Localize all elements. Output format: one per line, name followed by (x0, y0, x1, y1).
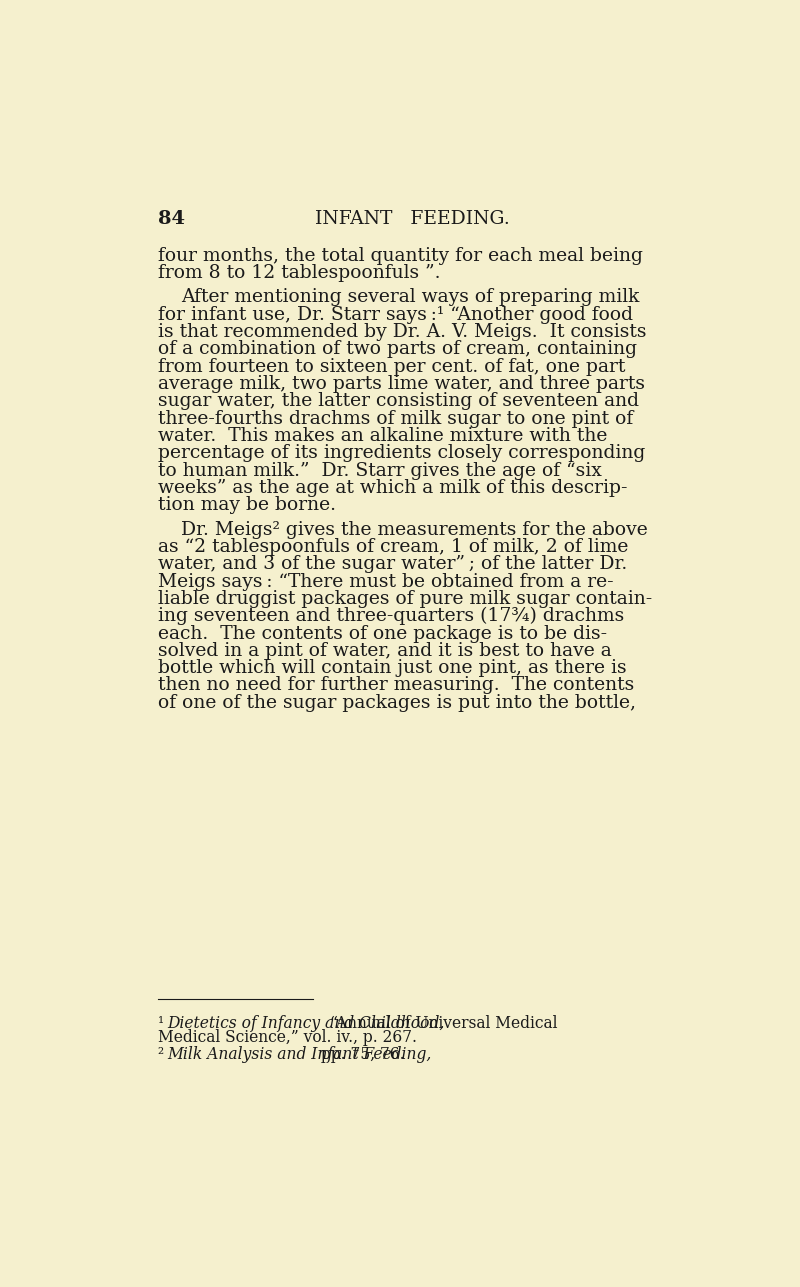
Text: Dietetics of Infancy and Childhood,: Dietetics of Infancy and Childhood, (167, 1014, 445, 1031)
Text: weeks” as the age at which a milk of this descrip-: weeks” as the age at which a milk of thi… (158, 479, 628, 497)
Text: Medical Science,” vol. iv., p. 267.: Medical Science,” vol. iv., p. 267. (158, 1030, 417, 1046)
Text: of a combination of two parts of cream, containing: of a combination of two parts of cream, … (158, 340, 637, 358)
Text: average milk, two parts lime water, and three parts: average milk, two parts lime water, and … (158, 375, 645, 393)
Text: solved in a pint of water, and it is best to have a: solved in a pint of water, and it is bes… (158, 642, 612, 660)
Text: pp. 75, 76.: pp. 75, 76. (316, 1046, 405, 1063)
Text: tion may be borne.: tion may be borne. (158, 497, 336, 515)
Text: 84: 84 (158, 210, 185, 228)
Text: Milk Analysis and Infant Feeding,: Milk Analysis and Infant Feeding, (167, 1046, 431, 1063)
Text: ing seventeen and three-quarters (17¾) drachms: ing seventeen and three-quarters (17¾) d… (158, 607, 624, 625)
Text: bottle which will contain just one pint, as there is: bottle which will contain just one pint,… (158, 659, 626, 677)
Text: three-fourths drachms of milk sugar to one pint of: three-fourths drachms of milk sugar to o… (158, 409, 634, 427)
Text: After mentioning several ways of preparing milk: After mentioning several ways of prepari… (182, 288, 640, 306)
Text: is that recommended by Dr. A. V. Meigs.  It consists: is that recommended by Dr. A. V. Meigs. … (158, 323, 646, 341)
Text: four months, the total quantity for each meal being: four months, the total quantity for each… (158, 247, 643, 265)
Text: each.  The contents of one package is to be dis-: each. The contents of one package is to … (158, 624, 607, 642)
Text: as “2 tablespoonfuls of cream, 1 of milk, 2 of lime: as “2 tablespoonfuls of cream, 1 of milk… (158, 538, 629, 556)
Text: from fourteen to sixteen per cent. of fat, one part: from fourteen to sixteen per cent. of fa… (158, 358, 626, 376)
Text: water, and 3 of the sugar water” ; of the latter Dr.: water, and 3 of the sugar water” ; of th… (158, 555, 627, 573)
Text: liable druggist packages of pure milk sugar contain-: liable druggist packages of pure milk su… (158, 589, 652, 607)
Text: sugar water, the latter consisting of seventeen and: sugar water, the latter consisting of se… (158, 393, 639, 411)
Text: percentage of its ingredients closely corresponding: percentage of its ingredients closely co… (158, 444, 646, 462)
Text: “Annual of Universal Medical: “Annual of Universal Medical (325, 1014, 558, 1031)
Text: of one of the sugar packages is put into the bottle,: of one of the sugar packages is put into… (158, 694, 636, 712)
Text: to human milk.”  Dr. Starr gives the age of “six: to human milk.” Dr. Starr gives the age … (158, 462, 602, 480)
Text: for infant use, Dr. Starr says :¹ “Another good food: for infant use, Dr. Starr says :¹ “Anoth… (158, 306, 633, 324)
Text: Meigs says : “There must be obtained from a re-: Meigs says : “There must be obtained fro… (158, 573, 614, 591)
Text: from 8 to 12 tablespoonfuls ”.: from 8 to 12 tablespoonfuls ”. (158, 264, 441, 282)
Text: then no need for further measuring.  The contents: then no need for further measuring. The … (158, 677, 634, 695)
Text: water.  This makes an alkaline mixture with the: water. This makes an alkaline mixture wi… (158, 427, 607, 445)
Text: INFANT   FEEDING.: INFANT FEEDING. (314, 210, 510, 228)
Text: ¹: ¹ (158, 1014, 167, 1031)
Text: ²: ² (158, 1046, 167, 1063)
Text: Dr. Meigs² gives the measurements for the above: Dr. Meigs² gives the measurements for th… (182, 520, 648, 538)
